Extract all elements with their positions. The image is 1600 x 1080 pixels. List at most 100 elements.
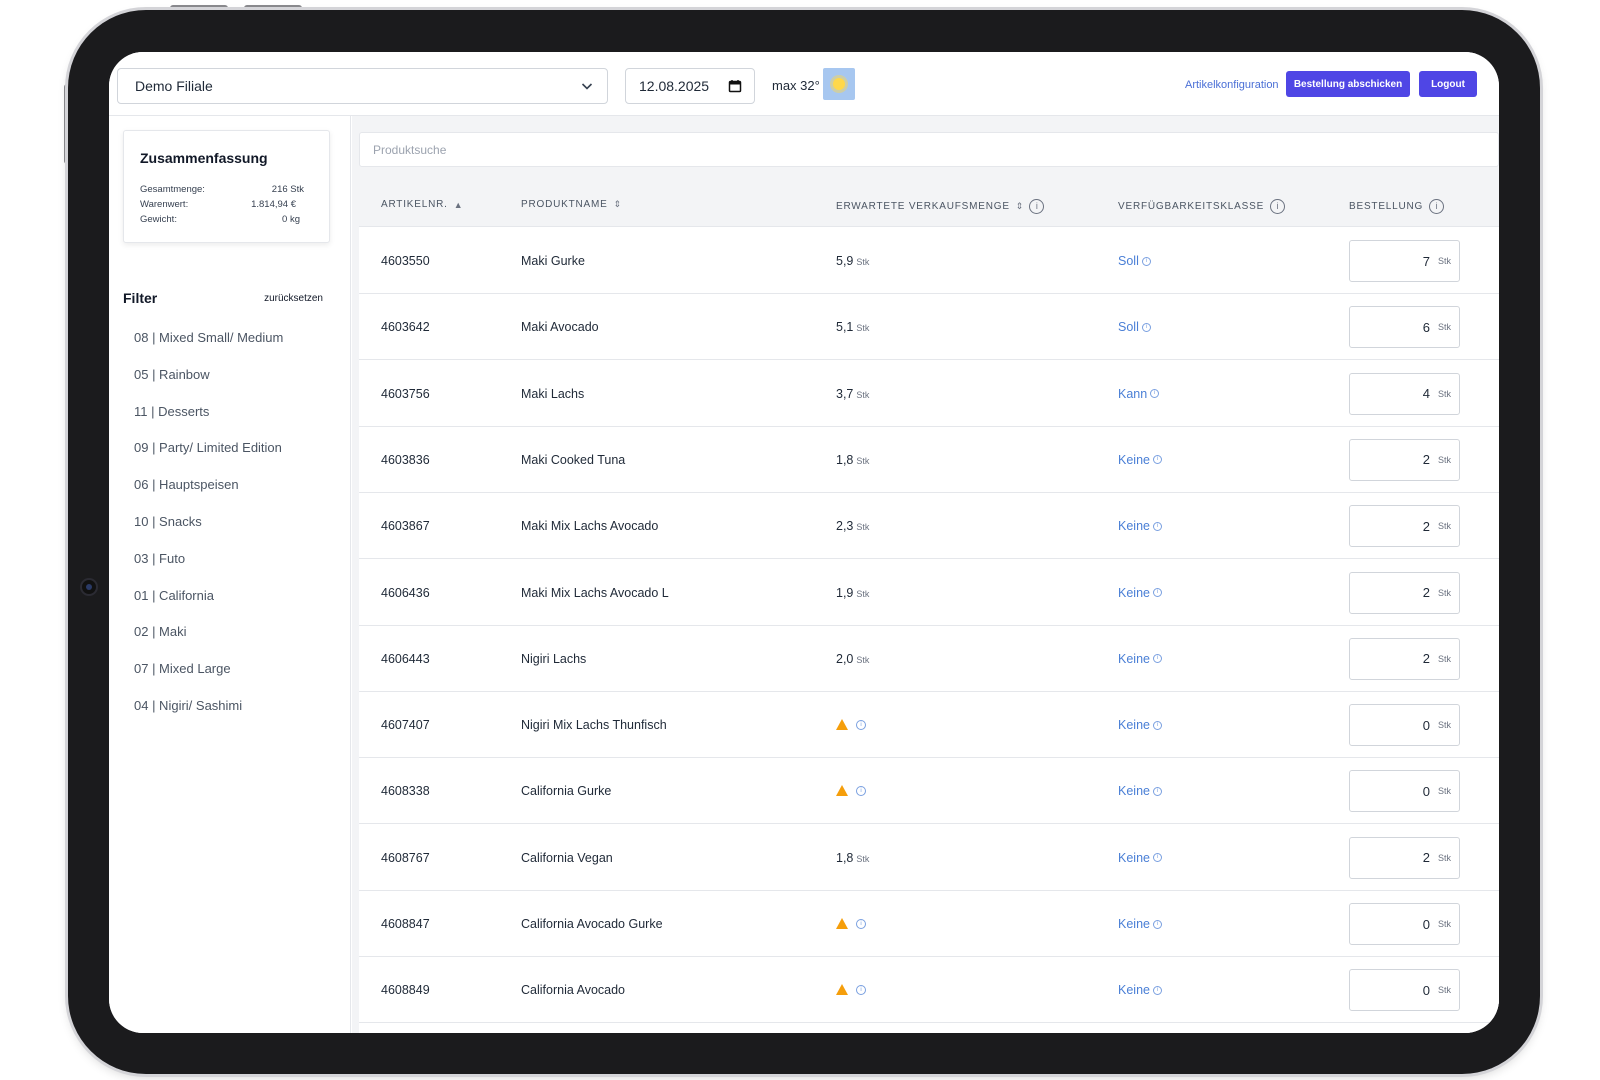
- filter-item[interactable]: 09 | Party/ Limited Edition: [134, 440, 282, 456]
- expected-sales-value: 5,9: [836, 254, 854, 268]
- info-icon[interactable]: i: [1152, 786, 1162, 796]
- article-number-cell: 4603550: [381, 254, 430, 268]
- column-header-label: PRODUKTNAME: [521, 199, 608, 210]
- availability-class-cell[interactable]: Keine i: [1118, 519, 1162, 533]
- filter-item[interactable]: 04 | Nigiri/ Sashimi: [134, 698, 243, 713]
- availability-class-cell[interactable]: Keine i: [1118, 652, 1162, 666]
- chevron-down-icon: [581, 83, 593, 90]
- order-quantity-value: 0: [1422, 982, 1430, 998]
- info-icon[interactable]: i: [856, 918, 866, 929]
- info-icon[interactable]: i: [1141, 322, 1151, 332]
- order-quantity-value: 0: [1422, 916, 1430, 932]
- article-number-cell: 4606436: [381, 585, 430, 600]
- column-header-product-name[interactable]: PRODUKTNAME ⇕: [521, 199, 621, 210]
- info-icon[interactable]: i: [1141, 256, 1151, 266]
- info-icon[interactable]: i: [1429, 199, 1445, 214]
- warning-icon: [836, 918, 848, 929]
- availability-class-value: Soll: [1118, 254, 1139, 268]
- order-quantity-input[interactable]: 0 Stk: [1349, 903, 1460, 945]
- filter-item[interactable]: 05 | Rainbow: [134, 366, 210, 382]
- order-quantity-input[interactable]: 2 Stk: [1349, 571, 1460, 614]
- availability-class-cell[interactable]: Keine i: [1118, 784, 1162, 798]
- availability-class-cell[interactable]: Keine i: [1118, 586, 1162, 600]
- info-icon[interactable]: i: [1152, 455, 1162, 465]
- product-search-input[interactable]: Produktsuche: [359, 132, 1499, 167]
- column-header-expected-sales[interactable]: ERWARTETE VERKAUFSMENGE ⇕ i: [836, 199, 1045, 214]
- product-name-cell: California Avocado: [521, 983, 626, 998]
- store-select[interactable]: Demo Filiale: [117, 68, 608, 104]
- order-quantity-input[interactable]: 2 Stk: [1349, 505, 1460, 548]
- summary-value: 0 kg: [282, 214, 300, 225]
- info-icon[interactable]: i: [1152, 588, 1162, 597]
- filter-item[interactable]: 10 | Snacks: [134, 514, 202, 529]
- info-icon[interactable]: i: [1029, 199, 1045, 214]
- info-icon[interactable]: i: [1152, 919, 1162, 929]
- info-icon[interactable]: i: [1152, 521, 1162, 531]
- info-icon[interactable]: i: [1152, 985, 1162, 995]
- order-quantity-input[interactable]: 7 Stk: [1349, 240, 1460, 282]
- expected-sales-cell: 5,1 Stk: [836, 320, 869, 334]
- info-icon[interactable]: i: [1152, 720, 1162, 730]
- info-icon[interactable]: i: [1270, 199, 1286, 214]
- expected-sales-cell: 5,9 Stk: [836, 254, 869, 268]
- availability-class-cell[interactable]: Keine i: [1118, 917, 1162, 931]
- order-quantity-value: 0: [1422, 783, 1430, 799]
- order-quantity-value: 4: [1422, 386, 1430, 402]
- filter-reset-link[interactable]: zurücksetzen: [264, 292, 323, 304]
- article-config-link[interactable]: Artikelkonfiguration: [1185, 79, 1279, 91]
- unit-label: Stk: [856, 588, 870, 599]
- availability-class-cell[interactable]: Keine i: [1118, 453, 1162, 467]
- product-name-cell: California Avocado Gurke: [521, 917, 663, 931]
- unit-label: Stk: [856, 389, 870, 400]
- order-quantity-value: 2: [1422, 452, 1430, 468]
- availability-class-cell[interactable]: Soll i: [1118, 254, 1151, 268]
- filter-item[interactable]: 06 | Hauptspeisen: [134, 477, 239, 493]
- info-icon[interactable]: i: [1150, 389, 1160, 399]
- order-quantity-input[interactable]: 0 Stk: [1349, 770, 1460, 813]
- order-quantity-input[interactable]: 6 Stk: [1349, 306, 1460, 349]
- expected-sales-cell: 2,3 Stk: [836, 519, 869, 533]
- camera-icon: [80, 578, 98, 596]
- order-quantity-input[interactable]: 0 Stk: [1349, 969, 1460, 1012]
- availability-class-value: Keine: [1118, 452, 1150, 467]
- info-icon[interactable]: i: [856, 719, 866, 730]
- availability-class-cell[interactable]: Keine i: [1118, 983, 1162, 997]
- calendar-icon[interactable]: [728, 79, 742, 93]
- availability-class-cell[interactable]: Kann i: [1118, 387, 1160, 401]
- unit-label: Stk: [1437, 521, 1451, 532]
- expected-sales-cell: 1,8 Stk: [836, 851, 869, 865]
- order-quantity-input[interactable]: 2 Stk: [1349, 637, 1460, 680]
- availability-class-cell[interactable]: Keine i: [1118, 718, 1162, 732]
- filter-item[interactable]: 02 | Maki: [134, 624, 187, 640]
- filter-item[interactable]: 07 | Mixed Large: [134, 661, 231, 677]
- article-number-cell: 4603642: [381, 320, 430, 335]
- order-quantity-input[interactable]: 2 Stk: [1349, 836, 1460, 879]
- filter-item[interactable]: 08 | Mixed Small/ Medium: [134, 330, 284, 345]
- filter-item[interactable]: 03 | Futo: [134, 550, 186, 566]
- submit-order-button[interactable]: Bestellung abschicken: [1286, 71, 1410, 97]
- order-quantity-input[interactable]: 2 Stk: [1349, 438, 1460, 481]
- order-quantity-input[interactable]: 0 Stk: [1349, 704, 1460, 747]
- availability-class-value: Keine: [1118, 651, 1150, 666]
- unit-label: Stk: [856, 853, 870, 864]
- unit-label: Stk: [1437, 985, 1451, 996]
- product-name-cell: California Vegan: [521, 850, 613, 865]
- info-icon[interactable]: i: [856, 984, 866, 995]
- info-icon[interactable]: i: [856, 785, 866, 796]
- table-row: 4607407 Nigiri Mix Lachs Thunfisch i Kei…: [359, 692, 1499, 759]
- store-select-value: Demo Filiale: [135, 78, 213, 94]
- availability-class-cell[interactable]: Soll i: [1118, 320, 1151, 334]
- filter-item[interactable]: 11 | Desserts: [134, 403, 210, 419]
- summary-weight: Gewicht: 0 kg: [140, 214, 304, 225]
- info-icon[interactable]: i: [1152, 853, 1162, 863]
- order-quantity-input[interactable]: 4 Stk: [1349, 372, 1460, 415]
- product-name-cell: Maki Lachs: [521, 386, 585, 401]
- filter-item[interactable]: 01 | California: [134, 587, 214, 603]
- table-row: 4608338 California Gurke i Keine i 0 Stk: [359, 758, 1499, 825]
- product-table: ARTIKELNR. ▲ PRODUKTNAME ⇕ ERWARTETE VER…: [359, 183, 1499, 1033]
- column-header-article-number[interactable]: ARTIKELNR. ▲: [381, 199, 463, 210]
- logout-button[interactable]: Logout: [1419, 71, 1477, 97]
- availability-class-cell[interactable]: Keine i: [1118, 851, 1162, 865]
- date-input[interactable]: 12.08.2025: [625, 68, 755, 104]
- info-icon[interactable]: i: [1152, 654, 1162, 664]
